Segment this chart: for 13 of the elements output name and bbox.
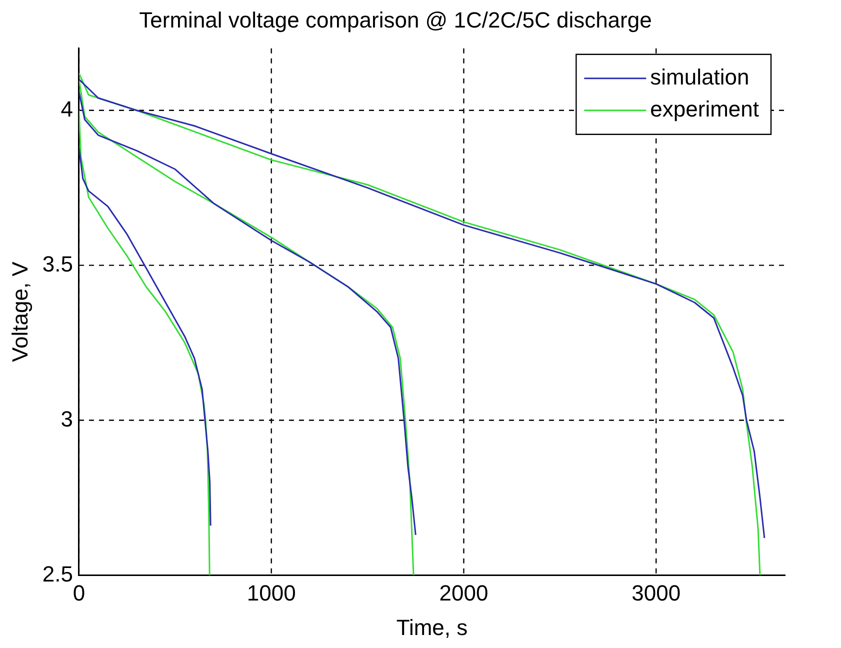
x-tick-label: 2000 (439, 580, 488, 606)
legend-label: simulation (650, 64, 750, 90)
y-tick-label: 4 (60, 96, 73, 122)
x-tick-label: 0 (72, 580, 86, 606)
x-tick-label: 3000 (632, 580, 681, 606)
chart-title: Terminal voltage comparison @ 1C/2C/5C discharge (139, 7, 652, 32)
y-tick-label: 3 (60, 406, 73, 432)
y-axis-title: Voltage, V (7, 261, 32, 362)
x-tick-label: 1000 (246, 580, 296, 606)
x-axis-title: Time, s (396, 614, 468, 640)
y-tick-label: 2.5 (42, 561, 73, 586)
legend-label: experiment (650, 96, 760, 122)
y-tick-label: 3.5 (42, 251, 73, 276)
